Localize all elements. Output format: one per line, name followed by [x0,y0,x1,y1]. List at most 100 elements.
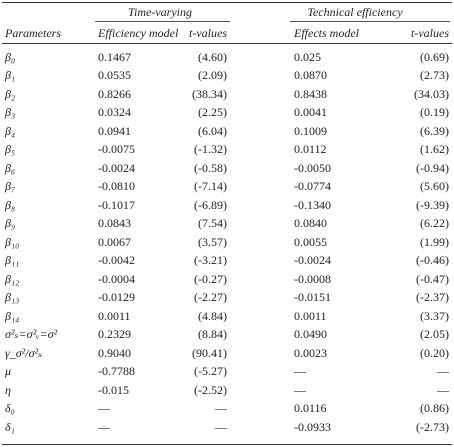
cell: (-2.37) [416,290,449,305]
cell: 0.0055 [294,234,327,249]
cell: (0.20) [420,345,449,360]
cell: 0.9040 [98,345,131,360]
cell: 0.8438 [294,86,327,101]
cell: — [437,382,449,397]
cell: -0.0024 [294,253,331,268]
cell: (-2.27) [194,290,227,305]
cell: -0.0050 [294,160,331,175]
cell: (1.62) [420,142,449,157]
top-rule [2,2,452,3]
parameter-name: β₉ [5,216,16,231]
parameter-name: η [5,382,11,397]
cell: -0.1340 [294,197,331,212]
cell: (5.60) [420,179,449,194]
cell: — [98,401,110,416]
parameter-name: σ²ₛ=σ²ᵥ=σ² [5,327,58,342]
cell: -0.015 [98,382,129,397]
cell: (-0.46) [416,253,449,268]
cell: 0.0535 [98,68,131,83]
cell: 0.0011 [294,308,327,323]
cell: 0.0941 [98,123,131,138]
column-header: Parameters [5,26,61,40]
parameter-name: β₁₄ [5,308,20,323]
cell: (0.19) [420,105,449,120]
cell: — [437,364,449,379]
parameter-name: β₀ [5,50,16,64]
group-header: Technical efficiency [307,5,403,19]
cell: (3.57) [198,234,227,249]
column-header: t-values [411,26,449,40]
cell: (2.05) [420,327,449,342]
cell: 0.0840 [294,216,327,231]
parameter-name: β₆ [5,160,16,175]
parameter-name: β₁ [5,68,16,83]
cell: (6.39) [420,123,449,138]
cell: (90.41) [192,345,227,360]
header-rule [2,43,452,44]
cell: (-6.89) [194,197,227,212]
cell: (0.86) [420,401,449,416]
cell: 0.0843 [98,216,131,231]
group-rule [95,21,230,22]
cell: (-3.21) [194,253,227,268]
parameter-name: β₁₀ [5,234,20,249]
cell: 0.0490 [294,327,327,342]
cell: -0.0008 [294,271,331,286]
cell: 0.0324 [98,105,131,120]
cell: (1.99) [420,234,449,249]
cell: 0.1467 [98,50,131,64]
cell: — [215,419,227,434]
parameter-name: β₂ [5,86,16,101]
cell: -0.7788 [98,364,135,379]
cell: (-0.94) [416,160,449,175]
parameter-name: β₁₃ [5,290,20,305]
cell: 0.025 [294,50,321,64]
cell: — [294,364,306,379]
parameter-name: δ₀ [5,401,15,416]
bottom-rule [2,444,452,445]
cell: 0.1009 [294,123,327,138]
cell: 0.0041 [294,105,327,120]
parameter-name: β₁₂ [5,271,20,286]
cell: (6.22) [420,216,449,231]
column-header: t-values [189,26,227,40]
cell: (4.60) [198,50,227,64]
cell: -0.0042 [98,253,135,268]
cell: (-7.14) [194,179,227,194]
cell: (-2.73) [416,419,449,434]
cell: (6.04) [198,123,227,138]
cell: 0.0011 [98,308,131,323]
cell: 0.0116 [294,401,327,416]
cell: (-9.39) [416,197,449,212]
group-rule [290,21,450,22]
cell: (-0.58) [194,160,227,175]
cell: 0.0870 [294,68,327,83]
parameter-name: β₈ [5,197,16,212]
cell: -0.0024 [98,160,135,175]
cell: (8.84) [198,327,227,342]
cell: (-1.32) [194,142,227,157]
cell: (-0.47) [416,271,449,286]
cell: (38.34) [192,86,227,101]
cell: (7.54) [198,216,227,231]
cell: -0.0151 [294,290,331,305]
parameter-name: β₇ [5,179,16,194]
cell: — [98,419,110,434]
cell: 0.0067 [98,234,131,249]
cell: (-2.52) [194,382,227,397]
cell: (-0.27) [194,271,227,286]
cell: -0.1017 [98,197,135,212]
parameter-name: δ₁ [5,419,15,434]
cell: -0.0933 [294,419,331,434]
cell: 0.0023 [294,345,327,360]
cell: 0.8266 [98,86,131,101]
cell: — [215,401,227,416]
cell: (4.84) [198,308,227,323]
parameter-name: β₃ [5,105,16,120]
cell: (3.37) [420,308,449,323]
cell: -0.0075 [98,142,135,157]
parameter-name: β₅ [5,142,16,157]
column-header: Efficiency model [98,26,179,40]
cell: 0.0112 [294,142,327,157]
cell: (2.73) [420,68,449,83]
